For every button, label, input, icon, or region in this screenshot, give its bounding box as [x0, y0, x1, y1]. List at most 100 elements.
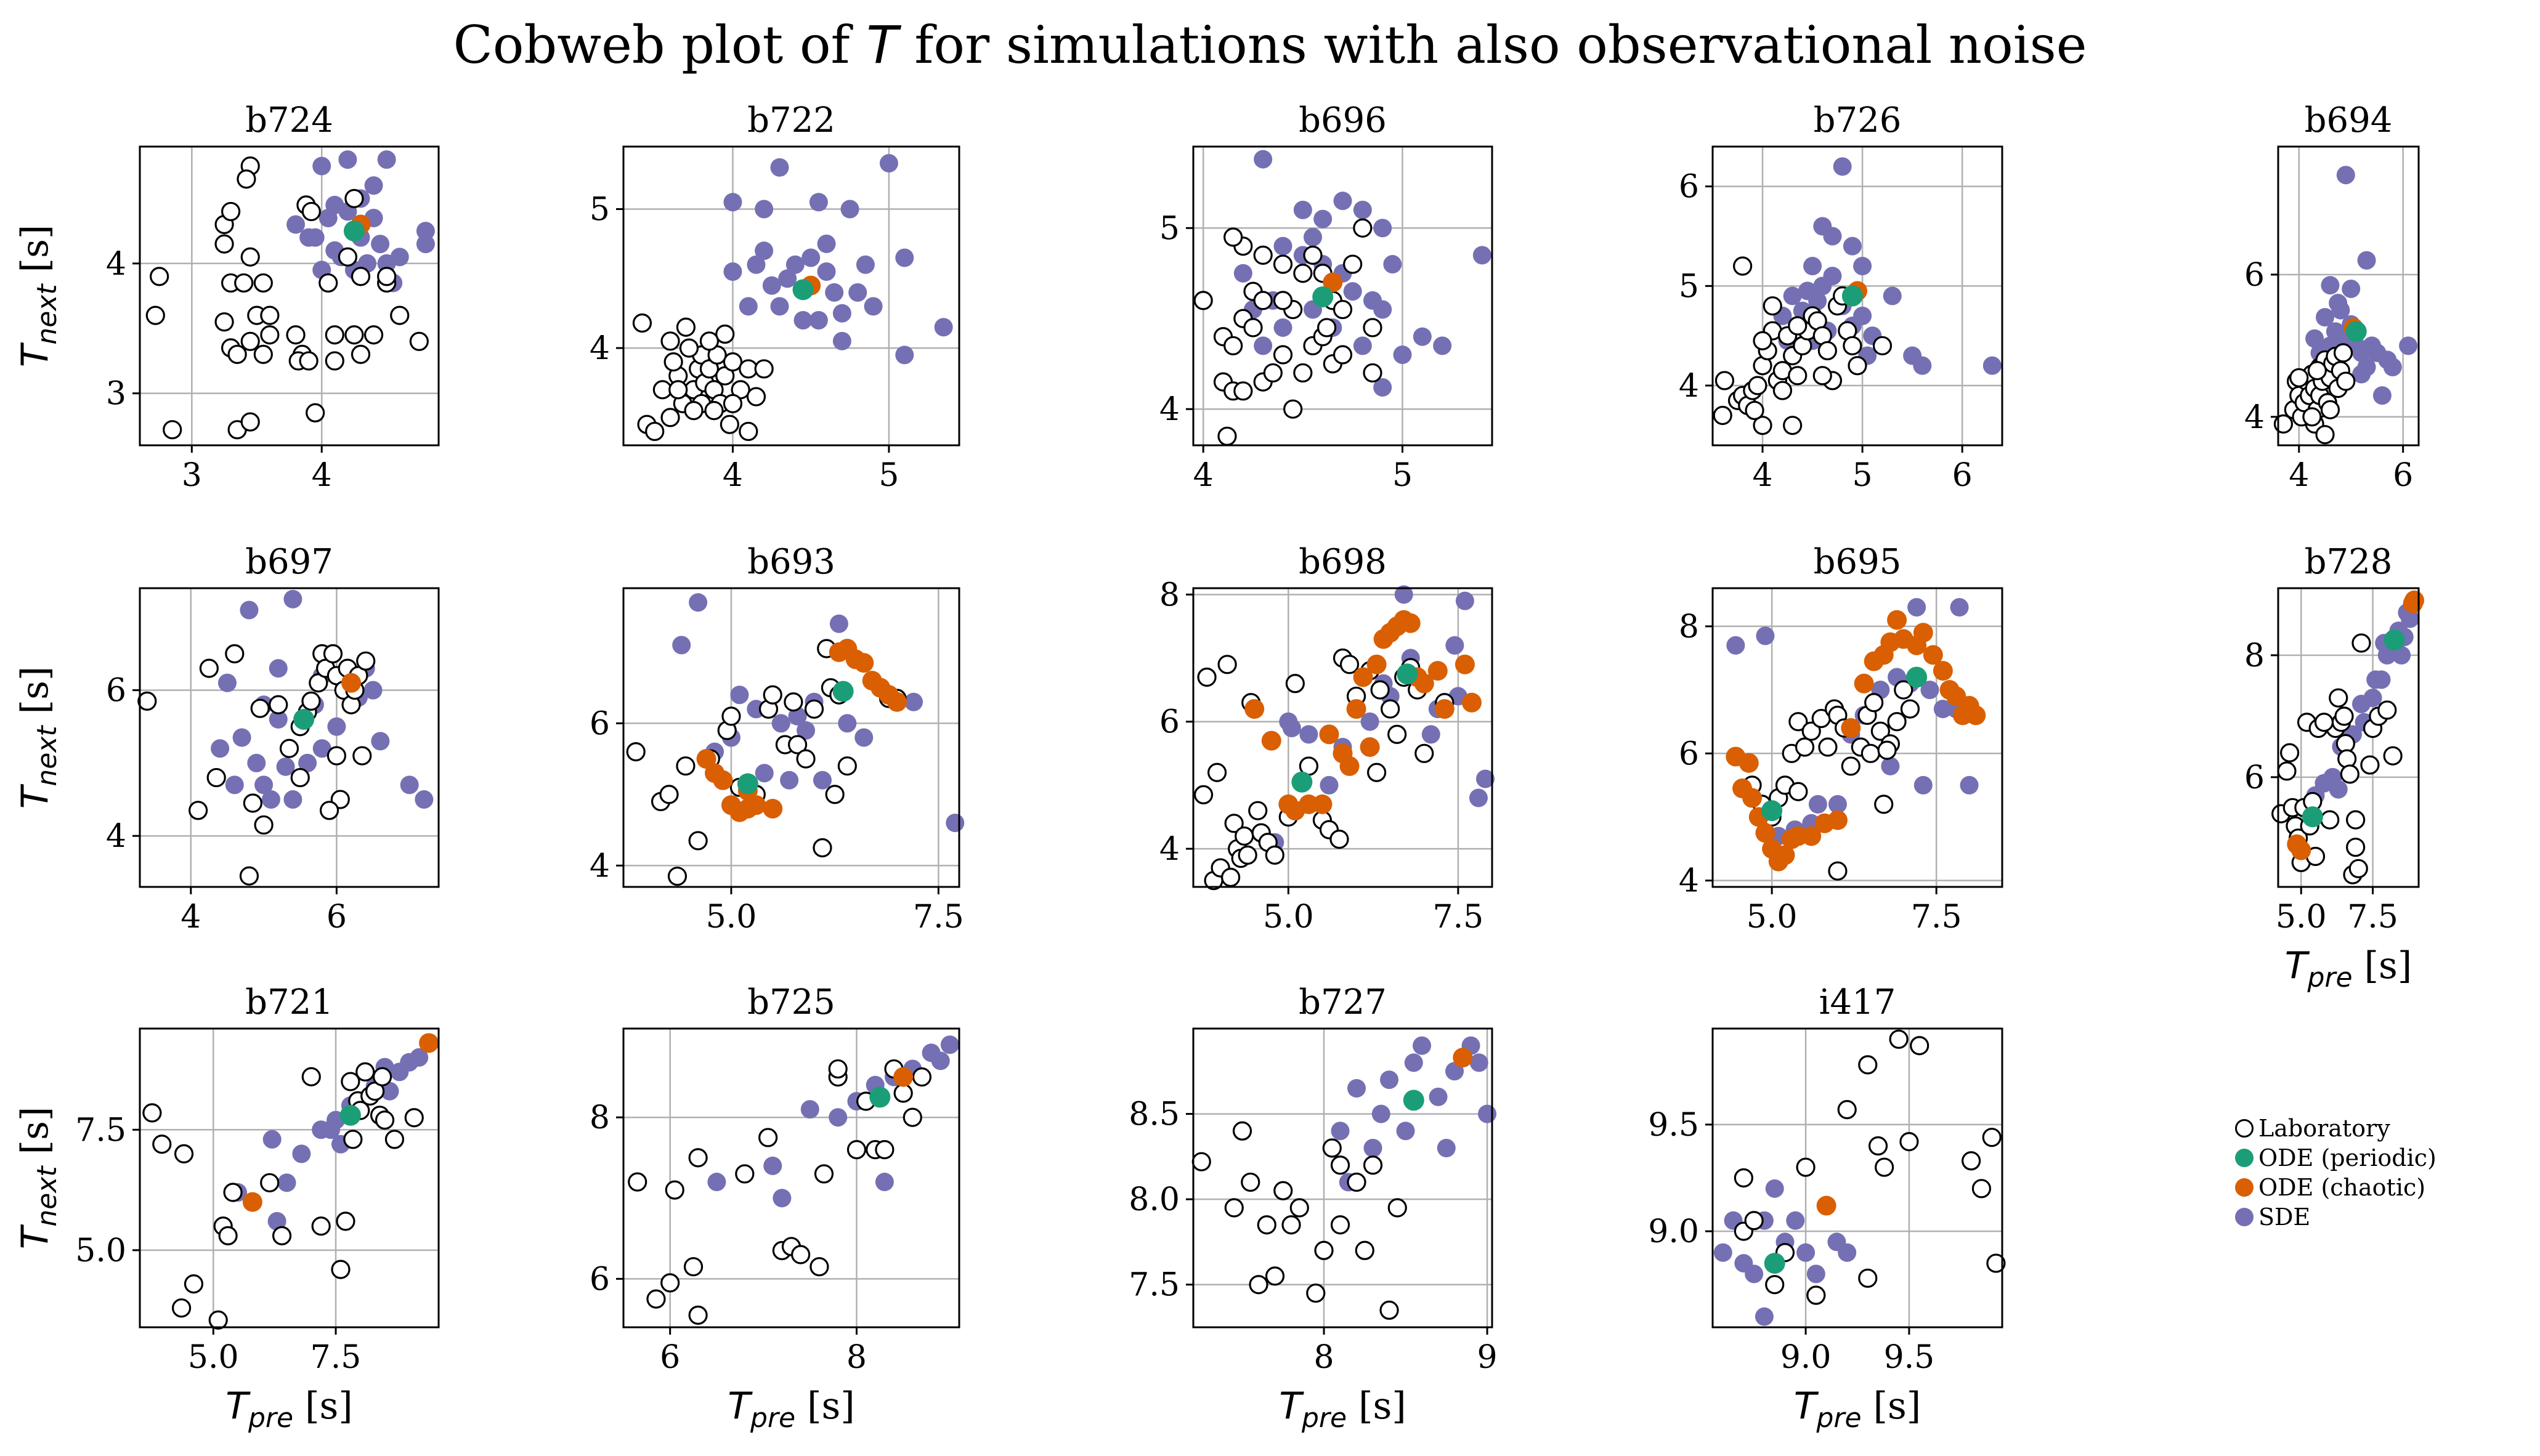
data-point	[1404, 1053, 1423, 1072]
data-point	[1913, 356, 1932, 375]
data-point	[705, 763, 725, 783]
data-point	[875, 1173, 894, 1192]
data-point	[2401, 609, 2420, 628]
data-point	[250, 698, 270, 718]
data-point	[1841, 718, 1861, 738]
data-point	[1713, 405, 1732, 426]
data-point	[801, 248, 821, 267]
data-point	[1191, 1152, 1211, 1171]
data-point	[323, 644, 343, 664]
data-point	[1783, 416, 1803, 435]
series-ode-periodic	[1761, 666, 1928, 822]
data-point	[1299, 725, 1318, 744]
data-point	[242, 1192, 262, 1212]
data-point	[171, 1298, 192, 1318]
subplot-title: b695	[1814, 542, 1902, 582]
data-point	[142, 1103, 162, 1123]
data-point	[240, 331, 260, 351]
data-point	[1899, 1132, 1919, 1152]
series-ode-periodic	[1291, 663, 1418, 793]
data-point	[846, 1140, 867, 1160]
series-ode-periodic	[1312, 286, 1334, 307]
data-point	[903, 1107, 922, 1127]
data-point	[809, 193, 828, 212]
data-point	[1739, 753, 1759, 773]
data-point	[2320, 810, 2340, 830]
data-point	[1263, 363, 1283, 383]
data-point	[721, 706, 741, 726]
series-laboratory	[145, 156, 429, 440]
data-point	[696, 749, 716, 769]
data-point	[225, 775, 244, 795]
data-point	[663, 352, 683, 372]
legend-marker-ode-chaotic	[2235, 1178, 2254, 1197]
data-point	[746, 387, 766, 406]
data-point	[1285, 674, 1305, 694]
data-point	[1765, 1179, 1784, 1198]
x-tick-label: 6	[1952, 457, 1973, 494]
series-sde	[723, 154, 953, 365]
data-point	[292, 1144, 311, 1163]
data-point	[793, 310, 813, 330]
data-point	[1380, 1070, 1399, 1090]
data-point	[1217, 426, 1237, 446]
data-point	[1714, 371, 1735, 390]
data-point	[1772, 381, 1793, 400]
data-point	[1273, 1181, 1293, 1200]
x-tick-label: 9.0	[1780, 1339, 1832, 1376]
data-point	[390, 248, 409, 267]
data-point	[1363, 1139, 1382, 1157]
data-point	[1455, 591, 1474, 610]
data-point	[1379, 1300, 1399, 1320]
data-point	[254, 775, 274, 795]
x-tick-label: 5	[1392, 457, 1413, 494]
data-point	[1854, 673, 1874, 694]
series-ode-chaotic	[1244, 610, 1482, 821]
data-point	[1273, 237, 1292, 256]
data-point	[1331, 1122, 1350, 1141]
data-point	[311, 1216, 331, 1236]
data-point	[1373, 219, 1392, 238]
data-point	[689, 593, 708, 612]
y-tick-label: 6	[2244, 759, 2265, 796]
data-point	[301, 691, 321, 711]
data-point	[325, 195, 344, 214]
data-point	[214, 234, 234, 254]
data-point	[1413, 1036, 1432, 1055]
subplot-title: b694	[2305, 100, 2393, 140]
data-point	[1971, 1179, 1992, 1199]
data-point	[380, 1082, 399, 1101]
x-tick-label: 5.0	[706, 899, 757, 936]
data-point	[416, 222, 435, 241]
y-axis-label: Tnext [s]	[14, 225, 63, 368]
data-point	[946, 814, 965, 833]
data-point	[832, 681, 854, 702]
data-point	[312, 156, 331, 176]
legend-label-ode-periodic: ODE (periodic)	[2258, 1144, 2437, 1171]
x-tick-label: 7.5	[1911, 899, 1962, 936]
data-point	[390, 305, 410, 325]
series-laboratory	[137, 644, 376, 886]
data-point	[735, 1164, 755, 1184]
data-point	[269, 695, 288, 714]
data-point	[1887, 712, 1907, 732]
data-point	[341, 673, 362, 693]
data-point	[1986, 1253, 2006, 1273]
data-point	[825, 283, 844, 302]
data-point	[1233, 264, 1252, 283]
y-tick-label: 4	[1159, 831, 1180, 868]
data-point	[1887, 610, 1907, 630]
data-point	[276, 757, 295, 776]
data-point	[2302, 806, 2323, 828]
data-point	[813, 770, 832, 790]
series-ode-periodic	[792, 279, 814, 301]
legend-item-laboratory: Laboratory	[2235, 1114, 2437, 1143]
data-point	[2392, 645, 2411, 665]
data-point	[283, 589, 302, 609]
data-point	[1381, 699, 1400, 719]
data-point	[2351, 633, 2371, 653]
data-point	[283, 790, 302, 809]
axes-frame	[139, 587, 440, 888]
data-point	[1788, 366, 1808, 386]
